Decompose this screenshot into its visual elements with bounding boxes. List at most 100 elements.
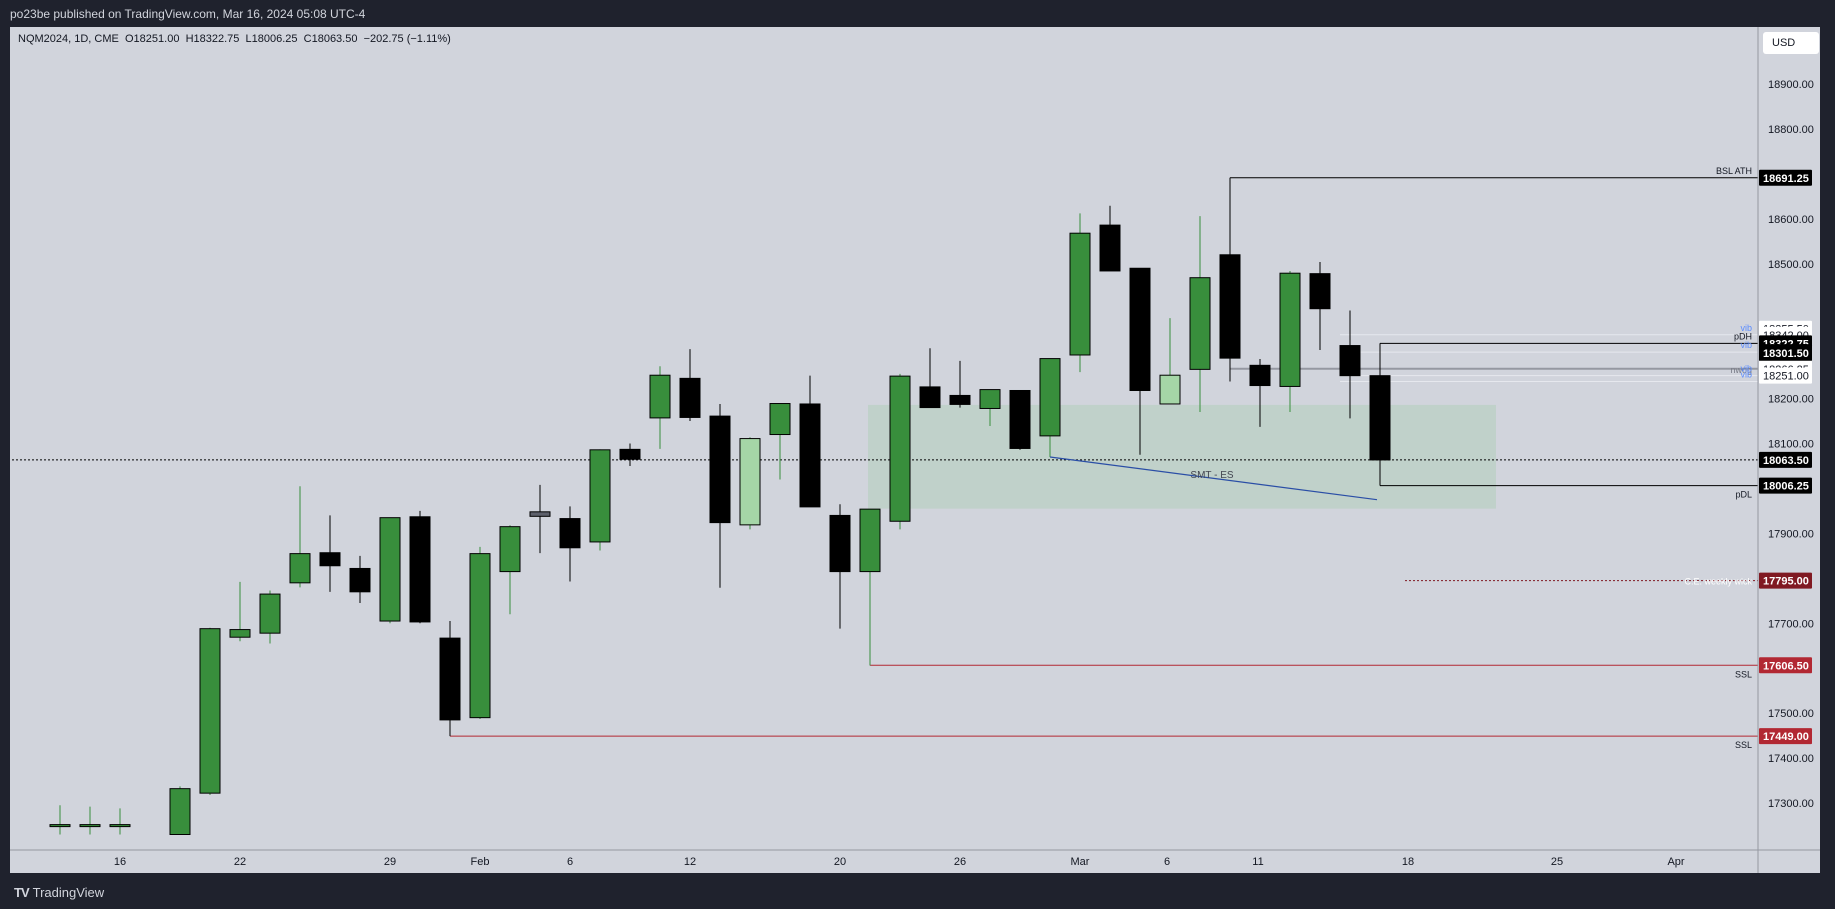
- candle-body[interactable]: [499, 526, 521, 573]
- candle-body[interactable]: [1009, 389, 1031, 449]
- fvg-zone: [868, 404, 1496, 509]
- price-tick-label: 17700.00: [1768, 618, 1814, 630]
- candle-body[interactable]: [319, 552, 341, 567]
- candle-body[interactable]: [109, 824, 131, 828]
- candle-body[interactable]: [379, 517, 401, 622]
- time-tick-label: 22: [234, 856, 246, 868]
- candle-body[interactable]: [829, 514, 851, 573]
- candle-body[interactable]: [289, 553, 311, 584]
- candle-body[interactable]: [1369, 375, 1391, 461]
- candle-body[interactable]: [1309, 273, 1331, 310]
- publisher-line: po23be published on TradingView.com, Mar…: [10, 7, 366, 21]
- price-tick-label: 18100.00: [1768, 439, 1814, 451]
- open-value: O18251.00: [125, 33, 180, 45]
- candle-body[interactable]: [79, 824, 101, 828]
- candle-body[interactable]: [979, 389, 1001, 409]
- price-tag[interactable]: [1759, 572, 1812, 589]
- level-label: vib: [1740, 340, 1752, 350]
- footer: TV TradingView: [14, 882, 104, 902]
- candle-body[interactable]: [469, 553, 491, 719]
- price-tick-label: 18900.00: [1768, 79, 1814, 91]
- price-tag-label: 17795.00: [1763, 576, 1809, 588]
- candle-body[interactable]: [739, 438, 761, 526]
- brand-label[interactable]: TradingView: [32, 884, 105, 900]
- price-tag-label: 17606.50: [1763, 660, 1809, 672]
- change-value: −202.75 (−1.11%): [363, 33, 451, 45]
- time-tick-label: 18: [1402, 856, 1414, 868]
- time-tick-label: 29: [384, 856, 396, 868]
- price-tag[interactable]: [1759, 451, 1812, 468]
- price-tick-label: 17400.00: [1768, 753, 1814, 765]
- candle-body[interactable]: [199, 628, 221, 794]
- time-tick-label: Apr: [1667, 856, 1684, 868]
- time-tick-label: Mar: [1071, 856, 1090, 868]
- price-tag-label: 18006.25: [1763, 481, 1809, 493]
- candle-body[interactable]: [589, 449, 611, 543]
- price-tick-label: 18500.00: [1768, 259, 1814, 271]
- candle-body[interactable]: [559, 518, 581, 549]
- price-tag[interactable]: [1759, 344, 1812, 361]
- price-tag[interactable]: [1759, 367, 1812, 384]
- level-label: vib: [1740, 370, 1752, 380]
- candle-body[interactable]: [169, 788, 191, 835]
- candle-body[interactable]: [889, 375, 911, 522]
- price-tag-label: 18691.25: [1763, 173, 1809, 185]
- candle-body[interactable]: [1339, 345, 1361, 377]
- candle-body[interactable]: [799, 403, 821, 508]
- level-label: pDL: [1735, 490, 1752, 500]
- candle-body[interactable]: [529, 511, 551, 517]
- time-tick-label: 12: [684, 856, 696, 868]
- candle-body[interactable]: [49, 824, 71, 828]
- candle-body[interactable]: [439, 637, 461, 721]
- symbol-label[interactable]: NQM2024, 1D, CME: [18, 33, 119, 45]
- candle-body[interactable]: [1159, 374, 1181, 405]
- candle-body[interactable]: [1129, 267, 1151, 391]
- time-tick-label: 20: [834, 856, 846, 868]
- price-tick-label: 17900.00: [1768, 528, 1814, 540]
- price-tag[interactable]: [1759, 169, 1812, 186]
- level-label: BSL ATH: [1716, 166, 1752, 176]
- smt-divergence-line: [1049, 456, 1378, 501]
- level-label: SSL: [1735, 740, 1752, 750]
- candle-body[interactable]: [919, 386, 941, 409]
- candle-body[interactable]: [1039, 358, 1061, 437]
- price-tick-label: 18200.00: [1768, 394, 1814, 406]
- price-tag[interactable]: [1759, 728, 1812, 745]
- price-tag-label: 18251.00: [1763, 371, 1809, 383]
- price-tag[interactable]: [1759, 657, 1812, 674]
- smt-label: SMT - ES: [1190, 470, 1233, 481]
- price-tag-label: 18301.50: [1763, 348, 1809, 360]
- candle-body[interactable]: [649, 374, 671, 419]
- time-tick-label: Feb: [471, 856, 490, 868]
- candle-body[interactable]: [1279, 272, 1301, 387]
- candle-body[interactable]: [1069, 232, 1091, 356]
- candle-body[interactable]: [859, 508, 881, 573]
- candle-body[interactable]: [619, 448, 641, 460]
- tradingview-logo-icon: TV: [14, 884, 30, 900]
- candle-body[interactable]: [1249, 364, 1271, 387]
- candle-body[interactable]: [1219, 254, 1241, 359]
- time-tick-label: 25: [1551, 856, 1563, 868]
- candle-body[interactable]: [409, 516, 431, 623]
- candle-body[interactable]: [949, 394, 971, 405]
- candle-body[interactable]: [349, 567, 371, 593]
- ohlc-legend: NQM2024, 1D, CME O18251.00 H18322.75 L18…: [18, 33, 451, 45]
- time-tick-label: 6: [567, 856, 573, 868]
- price-tag-label: 17449.00: [1763, 731, 1809, 743]
- candle-body[interactable]: [259, 593, 281, 634]
- currency-button[interactable]: USD: [1763, 32, 1819, 54]
- candle-body[interactable]: [769, 403, 791, 436]
- low-value: L18006.25: [245, 33, 298, 45]
- time-tick-label: 16: [114, 856, 126, 868]
- candle-body[interactable]: [709, 415, 731, 524]
- candle-body[interactable]: [229, 629, 251, 638]
- price-tag[interactable]: [1759, 477, 1812, 494]
- candle-body[interactable]: [1189, 277, 1211, 370]
- candle-body[interactable]: [679, 377, 701, 418]
- level-label: SSL: [1735, 669, 1752, 679]
- candle-body[interactable]: [1099, 224, 1121, 272]
- price-tag-label: 18063.50: [1763, 455, 1809, 467]
- price-tick-label: 17500.00: [1768, 708, 1814, 720]
